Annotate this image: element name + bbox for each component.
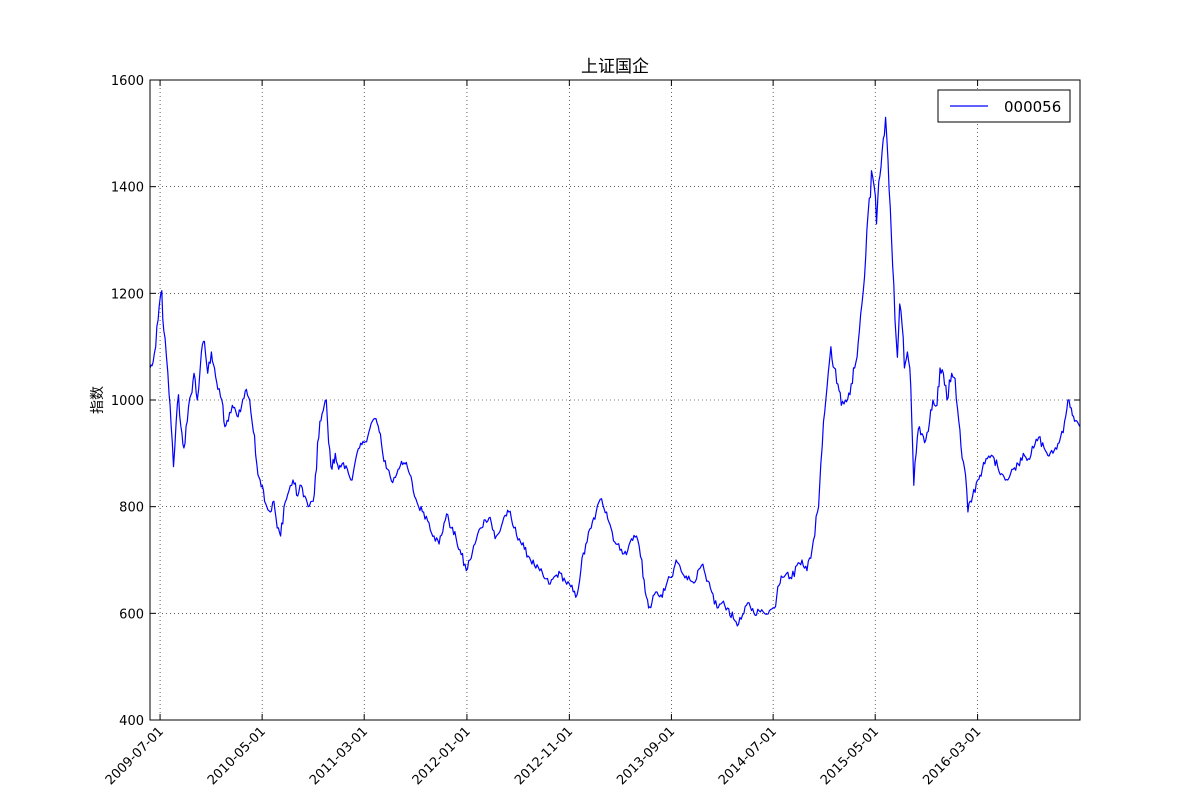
- chart-title: 上证国企: [581, 57, 649, 77]
- legend: 000056: [937, 89, 1071, 123]
- y-tick-label: 1000: [111, 394, 144, 409]
- series-layer: [149, 116, 1081, 627]
- y-tick-label: 1200: [111, 287, 144, 302]
- y-tick-label: 1600: [111, 74, 144, 89]
- y-tick-label: 400: [119, 714, 144, 729]
- y-axis: 400 600 800 1000 1200 1400 1600: [111, 74, 1080, 729]
- y-tick-label: 800: [119, 501, 144, 516]
- y-axis-label: 指数: [90, 386, 106, 414]
- series-line-000056: [149, 116, 1081, 627]
- y-tick-label: 600: [119, 607, 144, 622]
- y-tick-label: 1400: [111, 181, 144, 196]
- legend-label-000056: 000056: [1004, 98, 1061, 116]
- grid-lines: [150, 80, 1080, 720]
